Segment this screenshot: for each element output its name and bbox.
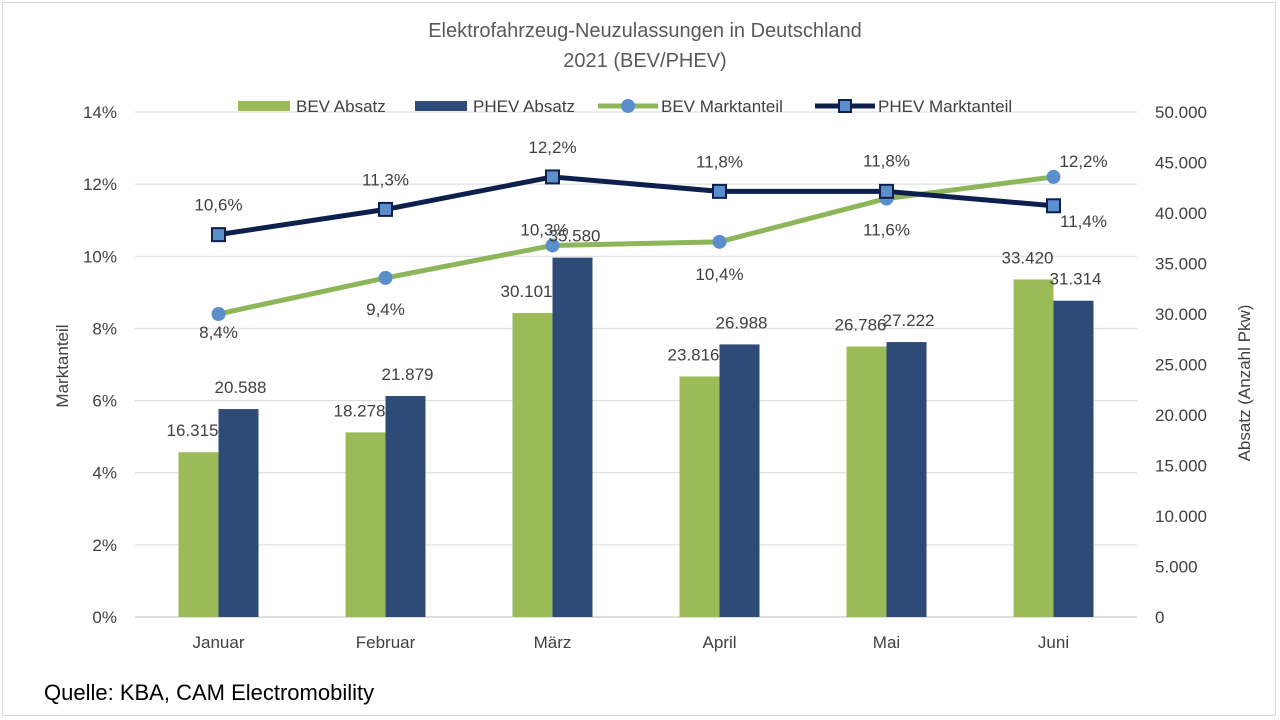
phev-share-marker — [211, 227, 226, 243]
phev-bar — [719, 344, 760, 617]
y-left-tick-label: 8% — [92, 319, 117, 338]
phev-bar — [886, 342, 927, 617]
legend-label: BEV Marktanteil — [661, 97, 783, 116]
phev-share-data-label: 11,4% — [1060, 212, 1107, 231]
phev-bar-data-label: 20.588 — [215, 378, 267, 397]
bev-bar-data-label: 23.816 — [668, 345, 720, 364]
legend-label: PHEV Absatz — [473, 97, 575, 116]
phev-bar-data-label: 31.314 — [1050, 270, 1102, 289]
phev-share-data-label: 11,3% — [362, 170, 409, 189]
legend-swatch — [238, 101, 290, 111]
bev-bar — [178, 452, 219, 617]
y-right-tick-label: 15.000 — [1155, 457, 1207, 476]
bev-bar — [846, 346, 887, 617]
bev-bar — [679, 376, 720, 617]
bev-bar — [345, 432, 386, 617]
y-right-axis-title: Absatz (Anzahl Pkw) — [1235, 305, 1254, 462]
phev-share-data-label: 12,2% — [528, 138, 576, 157]
y-right-tick-label: 30.000 — [1155, 305, 1207, 324]
phev-share-marker — [1046, 198, 1061, 214]
bev-bar — [1013, 279, 1054, 617]
bev-share-data-label: 11,6% — [863, 221, 910, 240]
x-tick-label: Juni — [1038, 633, 1069, 652]
phev-bar-data-label: 35.580 — [549, 227, 601, 246]
phev-bar — [552, 257, 593, 617]
phev-share-data-label: 11,8% — [863, 151, 910, 170]
y-left-tick-label: 14% — [83, 103, 117, 122]
y-left-tick-label: 10% — [83, 247, 117, 266]
y-left-tick-label: 2% — [92, 536, 117, 555]
phev-share-marker — [378, 201, 393, 217]
legend-label: BEV Absatz — [296, 97, 386, 116]
x-tick-label: Februar — [356, 633, 416, 652]
bev-share-marker — [712, 234, 727, 249]
bev-share-marker — [1046, 169, 1061, 184]
y-right-tick-label: 0 — [1155, 608, 1164, 627]
bev-bar-data-label: 16.315 — [167, 421, 219, 440]
bev-bar-data-label: 26.786 — [835, 315, 887, 334]
bev-bar-data-label: 18.278 — [334, 401, 386, 420]
y-right-tick-label: 20.000 — [1155, 406, 1207, 425]
y-right-tick-label: 10.000 — [1155, 507, 1207, 526]
x-tick-label: Januar — [193, 633, 245, 652]
phev-bar — [218, 409, 259, 617]
y-right-tick-label: 50.000 — [1155, 103, 1207, 122]
bev-share-data-label: 10,3% — [520, 220, 568, 239]
y-right-tick-label: 5.000 — [1155, 558, 1198, 577]
bev-bar-data-label: 33.420 — [1002, 248, 1054, 267]
bev-share-data-label: 12,2% — [1059, 152, 1107, 171]
x-tick-label: März — [534, 633, 572, 652]
bev-bar-data-label: 30.101 — [501, 282, 553, 301]
bev-share-data-label: 9,4% — [366, 300, 405, 319]
phev-share-marker — [545, 169, 560, 185]
legend-marker — [838, 99, 852, 113]
bev-bar — [512, 312, 553, 617]
phev-share-marker — [712, 183, 727, 199]
y-right-tick-label: 35.000 — [1155, 255, 1207, 274]
phev-share-marker — [879, 183, 894, 199]
phev-bar-data-label: 26.988 — [716, 313, 768, 332]
legend-label: PHEV Marktanteil — [878, 97, 1012, 116]
bev-share-data-label: 10,4% — [695, 265, 743, 284]
legend-marker — [621, 99, 635, 113]
phev-share-line — [218, 174, 1054, 238]
phev-bar-data-label: 27.222 — [883, 311, 935, 330]
y-right-tick-label: 40.000 — [1155, 204, 1207, 223]
bev-share-marker — [545, 238, 560, 253]
y-left-axis-title: Marktanteil — [53, 324, 72, 407]
phev-bar-data-label: 21.879 — [382, 365, 434, 384]
y-right-tick-label: 25.000 — [1155, 356, 1207, 375]
phev-bar — [1053, 300, 1094, 617]
chart-subtitle: 2021 (BEV/PHEV) — [563, 50, 727, 72]
y-right-tick-label: 45.000 — [1155, 154, 1207, 173]
bev-share-data-label: 8,4% — [199, 323, 238, 342]
bev-share-line — [217, 174, 1054, 317]
phev-bar — [385, 396, 426, 617]
x-tick-label: Mai — [873, 633, 900, 652]
phev-share-data-label: 11,8% — [696, 152, 743, 171]
y-left-tick-label: 12% — [83, 175, 117, 194]
bev-share-marker — [378, 270, 393, 285]
legend-swatch — [415, 101, 467, 111]
source-note: Quelle: KBA, CAM Electromobility — [44, 680, 375, 705]
y-left-tick-label: 6% — [92, 392, 117, 411]
chart-title: Elektrofahrzeug-Neuzulassungen in Deutsc… — [428, 20, 862, 42]
bev-share-marker — [211, 307, 226, 321]
phev-share-data-label: 10,6% — [194, 196, 242, 215]
x-tick-label: April — [702, 633, 736, 652]
y-left-tick-label: 0% — [92, 608, 117, 627]
y-left-tick-label: 4% — [92, 464, 117, 483]
